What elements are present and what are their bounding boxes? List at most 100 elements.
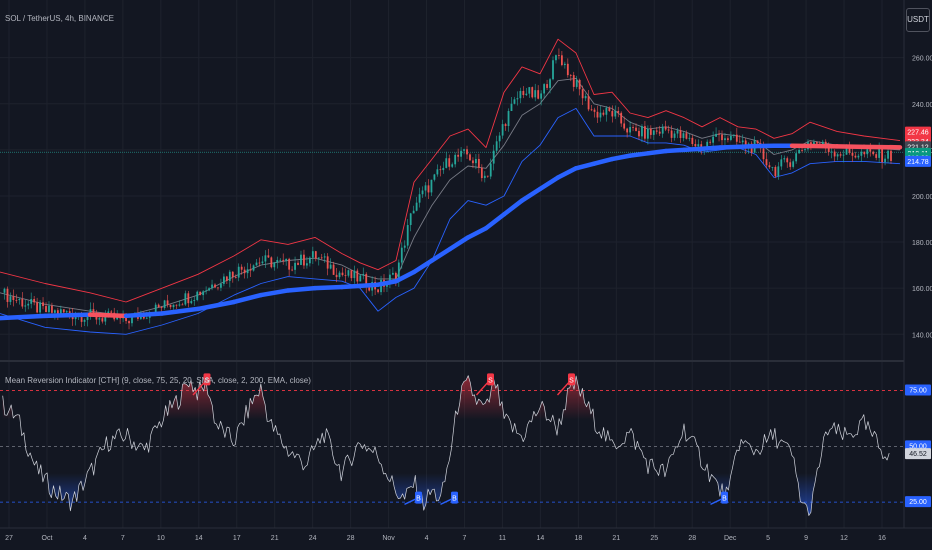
candle-body — [397, 262, 400, 282]
level-label-box — [905, 496, 931, 508]
candle-body — [175, 304, 178, 306]
time-tick-label: 4 — [425, 535, 429, 542]
candle-body — [584, 96, 587, 99]
candle-body — [214, 284, 216, 288]
time-axis[interactable]: 27 Oct 4 7 10 14 17 21 24 28 Nov 4 7 11 14 18 21 25 28 Dec 5… — [0, 527, 932, 542]
sell-marker — [568, 373, 575, 386]
candle-body — [611, 111, 614, 117]
candle-body — [519, 90, 522, 99]
candle-body — [516, 98, 519, 100]
candle-body — [596, 111, 599, 118]
candle-body — [282, 259, 285, 261]
candle-body — [42, 302, 44, 307]
candle-body — [661, 126, 664, 134]
level-label-value: 46.52 — [909, 451, 927, 458]
candle-body — [729, 135, 732, 140]
candle-body — [691, 137, 694, 145]
price-tick-label: 240.00 — [912, 102, 932, 109]
level-label-box — [905, 448, 931, 460]
ema-200-segment — [699, 145, 723, 151]
candle-body — [735, 134, 738, 142]
candle-body — [101, 318, 104, 322]
candle-body — [667, 129, 670, 131]
time-tick-label: 14 — [536, 535, 544, 542]
candle-body — [641, 126, 643, 137]
currency-unit-button[interactable]: USDT — [906, 8, 930, 32]
candle-body — [377, 289, 379, 293]
candle-body — [335, 274, 338, 278]
candle-body — [54, 310, 56, 313]
ema-200-segment — [483, 212, 507, 231]
candle-body — [789, 162, 792, 167]
candle-body — [27, 303, 30, 306]
candle-body — [460, 150, 462, 157]
candle-body — [211, 284, 213, 289]
candle-body — [418, 194, 421, 203]
candle-body — [365, 274, 368, 288]
candle-body — [92, 309, 95, 314]
candle-body — [741, 140, 744, 143]
ema-200-segment — [645, 148, 669, 156]
candle-body — [303, 254, 305, 266]
ema-200-segment — [357, 282, 381, 289]
price-tick-label: 140.00 — [912, 332, 932, 339]
candle-body — [590, 109, 593, 111]
candle-body — [329, 264, 332, 269]
candle-body — [792, 161, 795, 167]
candle-body — [602, 112, 605, 115]
candle-body — [311, 251, 314, 258]
candle-body — [839, 154, 842, 156]
candle-body — [617, 110, 620, 113]
candle-body — [430, 179, 433, 193]
candle-body — [472, 160, 474, 164]
candle-body — [537, 90, 540, 99]
signal-label: S — [205, 377, 210, 384]
candle-body — [827, 148, 830, 153]
signal-label: B — [416, 496, 421, 503]
candle-body — [558, 55, 560, 56]
candle-body — [314, 251, 317, 259]
price-label-value: 227.46 — [907, 130, 929, 137]
candle-body — [682, 133, 685, 138]
candle-body — [528, 87, 531, 94]
candle-body — [587, 96, 590, 110]
candle-body — [288, 258, 291, 270]
level-label-value: 75.00 — [909, 388, 927, 395]
candle-body — [36, 302, 39, 313]
candle-body — [196, 291, 199, 301]
ema-200-segment — [717, 144, 741, 150]
candle-body — [21, 298, 24, 307]
candle-body — [620, 112, 623, 124]
price-axis[interactable]: 140.00160.00180.00200.00220.00240.00260.… — [903, 0, 932, 550]
candle-body — [202, 291, 205, 296]
time-tick-label: 17 — [233, 535, 241, 542]
candle-body — [815, 142, 818, 144]
candle-body — [246, 269, 249, 274]
candle-body — [513, 99, 516, 104]
candle-body — [504, 124, 507, 127]
candle-body — [300, 254, 302, 265]
candle-body — [172, 304, 175, 308]
candle-body — [804, 149, 806, 151]
candle-body — [783, 158, 786, 160]
candle-body — [83, 319, 86, 322]
candle-body — [688, 137, 691, 139]
candle-body — [848, 147, 851, 153]
sell-marker — [487, 373, 494, 386]
price-label-value: 221.12 — [907, 144, 929, 151]
candle-body — [658, 131, 661, 134]
candle-body — [110, 311, 113, 313]
candle-body — [821, 141, 824, 146]
candle-body — [223, 276, 225, 284]
candle-body — [721, 134, 723, 141]
candle-body — [320, 257, 323, 259]
price-pane[interactable] — [0, 38, 904, 335]
candle-body — [237, 266, 240, 278]
indicator-pane[interactable]: S S S B B B — [0, 373, 904, 516]
time-tick-label: 28 — [347, 535, 355, 542]
ema-200-segment — [519, 186, 543, 203]
candle-body — [421, 190, 424, 195]
candle-body — [294, 262, 296, 270]
candle-body — [572, 75, 575, 87]
